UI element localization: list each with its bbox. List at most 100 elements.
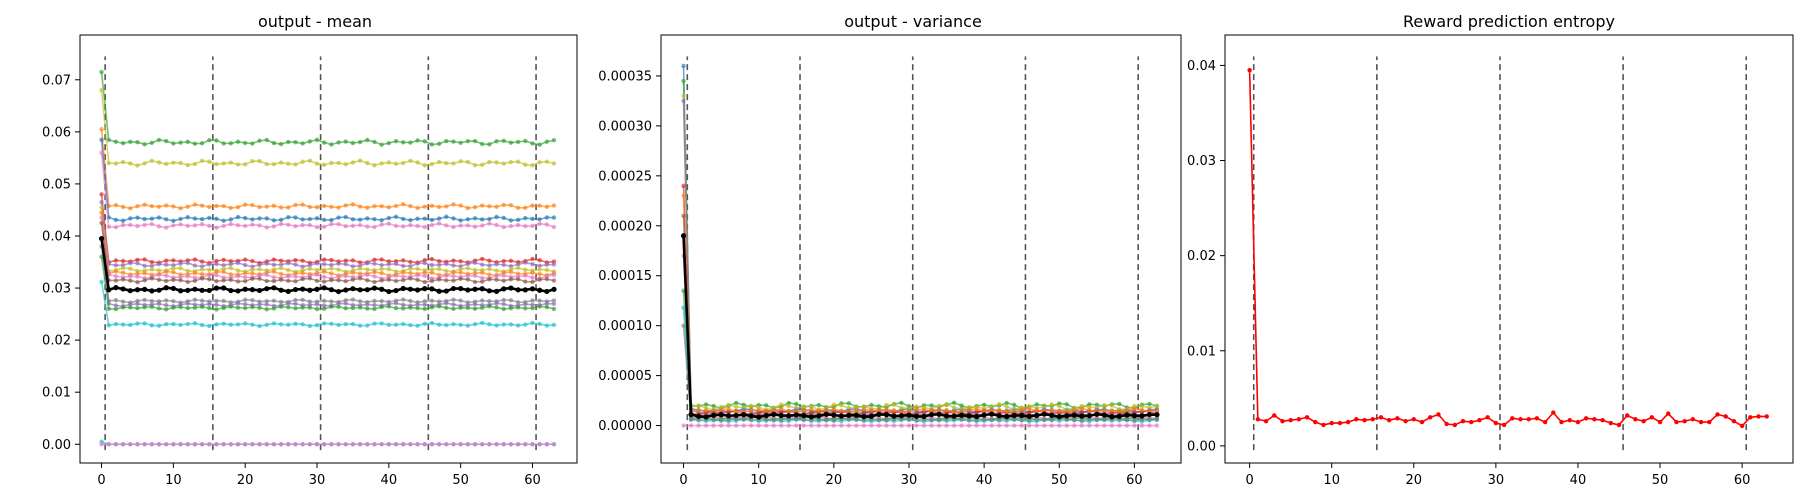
mean-series-8-point-16 [214, 269, 219, 275]
mean-series-10-point-33 [336, 278, 341, 283]
variance-series-12-point-55 [1094, 411, 1100, 417]
variance-series-12-point-27 [883, 412, 890, 418]
mean-series-10-point-58 [515, 276, 521, 282]
variance-series-11-point-7 [733, 423, 739, 428]
mean-series-line-4 [100, 152, 555, 229]
mean-series-3-point-37 [365, 216, 370, 221]
mean-series-4-point-49 [451, 224, 456, 230]
mean-series-17-point-56 [501, 286, 507, 292]
mean-series-16-point-8 [156, 442, 162, 447]
mean-series-11-point-34 [343, 298, 348, 303]
mean-series-17-point-63 [551, 286, 557, 292]
variance-series-1-point-18 [816, 402, 821, 408]
mean-series-11-point-17 [221, 298, 226, 304]
mean-series-16-point-35 [350, 442, 356, 447]
variance-series-5-point-38 [966, 407, 972, 412]
mean-series-8-point-21 [250, 271, 255, 276]
variance-series-2-point-35 [944, 402, 949, 407]
mean-series-7-point-18 [228, 265, 234, 271]
mean-series-3-point-23 [264, 216, 269, 221]
mean-series-5-point-53 [480, 256, 485, 262]
mean-series-2-point-22 [257, 204, 262, 210]
mean-series-14-point-62 [544, 323, 550, 328]
mean-series-7-point-39 [379, 266, 384, 272]
mean-series-17-point-53 [479, 286, 485, 292]
mean-series-17-point-21 [249, 287, 255, 293]
mean-series-2-point-49 [451, 202, 456, 207]
mean-series-16-point-16 [214, 442, 219, 447]
mean-series-10-point-31 [321, 279, 327, 284]
mean-series-6-point-45 [422, 260, 427, 266]
mean-series-13-point-13 [192, 305, 198, 310]
mean-series-2-point-44 [415, 205, 420, 211]
mean-series-0-point-14 [199, 141, 205, 146]
variance-series-11-point-11 [764, 423, 769, 428]
mean-series-17-point-41 [393, 287, 399, 294]
mean-series-2-point-63 [551, 203, 557, 208]
mean-y-tick-label: 0.07 [42, 73, 71, 88]
variance-series-10-point-26 [876, 417, 882, 423]
mean-series-1-point-39 [379, 161, 384, 166]
mean-series-5-point-54 [487, 258, 492, 263]
variance-series-5-point-27 [884, 407, 889, 412]
mean-series-1-point-46 [429, 161, 435, 167]
mean-series-3-point-28 [300, 217, 305, 222]
entropy-series-0-point-39 [1567, 418, 1572, 423]
mean-series-16-point-60 [530, 442, 535, 447]
variance-series-10-point-37 [959, 417, 964, 422]
mean-series-10-point-10 [171, 277, 176, 283]
mean-series-16-point-49 [451, 442, 456, 447]
mean-series-0-point-2 [113, 139, 119, 144]
mean-series-7-point-11 [178, 266, 183, 271]
mean-x-tick-label: 40 [381, 473, 398, 488]
mean-series-0-point-59 [523, 138, 528, 144]
variance-series-12-point-44 [1011, 412, 1017, 419]
mean-series-13-point-28 [300, 305, 305, 310]
mean-series-9-point-42 [400, 274, 406, 279]
mean-series-14-point-29 [307, 323, 313, 329]
mean-series-6-point-44 [415, 261, 420, 266]
entropy-chart-title: Reward prediction entropy [1403, 12, 1615, 31]
mean-series-10-point-30 [314, 278, 320, 283]
mean-series-3-point-3 [120, 218, 126, 223]
mean-series-5-point-60 [530, 256, 535, 262]
mean-series-1-point-10 [171, 160, 176, 165]
mean-series-10-point-47 [436, 277, 442, 282]
mean-series-14-point-7 [149, 323, 155, 328]
variance-series-10-point-30 [906, 417, 912, 423]
variance-series-11-point-20 [831, 423, 837, 428]
mean-series-14-point-51 [465, 323, 471, 328]
variance-series-5-point-57 [1109, 408, 1115, 413]
mean-series-13-point-59 [523, 306, 528, 311]
entropy-series-0-point-15 [1370, 417, 1375, 422]
mean-series-17-point-15 [206, 287, 212, 294]
variance-series-11-point-13 [779, 423, 784, 428]
mean-series-12-point-22 [257, 302, 262, 307]
mean-series-7-point-29 [307, 266, 313, 272]
mean-series-3-point-31 [321, 217, 327, 223]
entropy-series-0-point-46 [1625, 413, 1630, 418]
variance-series-2-point-28 [891, 402, 897, 407]
variance-series-2-point-41 [989, 404, 994, 409]
mean-series-10-point-52 [472, 279, 478, 285]
mean-series-14-point-38 [372, 321, 377, 326]
mean-series-6-point-26 [286, 261, 291, 266]
mean-series-10-point-38 [372, 279, 377, 285]
mean-series-4-point-3 [120, 222, 126, 228]
mean-series-13-point-43 [408, 305, 413, 310]
mean-series-13-point-50 [458, 305, 463, 311]
mean-series-13-point-15 [207, 305, 212, 311]
mean-series-line-17 [100, 238, 555, 293]
variance-series-5-point-6 [726, 406, 731, 412]
mean-series-17-point-54 [486, 288, 492, 294]
entropy-series-0-point-54 [1690, 417, 1696, 422]
mean-series-9-point-31 [321, 274, 327, 280]
mean-series-line-14 [100, 281, 555, 327]
mean-series-10-point-62 [544, 276, 550, 282]
mean-series-14-point-1 [106, 323, 111, 328]
variance-series-2-point-13 [779, 402, 784, 407]
variance-series-1-point-51 [1064, 402, 1069, 407]
mean-series-9-point-12 [185, 274, 190, 279]
mean-series-4-point-50 [458, 223, 463, 228]
mean-series-10-point-35 [350, 277, 356, 282]
